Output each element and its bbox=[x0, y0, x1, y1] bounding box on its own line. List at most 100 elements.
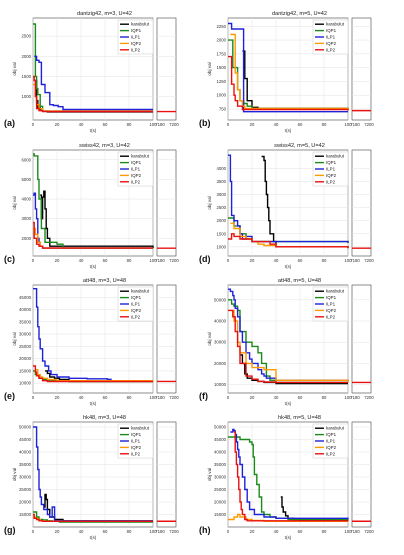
legend-label: ILP1 bbox=[131, 439, 141, 444]
y-tick-label: 50000 bbox=[19, 425, 32, 430]
legend-label: ILP1 bbox=[131, 302, 141, 307]
y-tick-label: 5000 bbox=[21, 177, 31, 182]
x-axis-label: t(s) bbox=[285, 264, 292, 269]
series-line-ilp1 bbox=[33, 426, 153, 522]
chart-panel-4: 0 20 40 60 80 100 1000 1500 2000 2500 3000 3500 4000… bbox=[199, 143, 374, 269]
legend-label: IQP2 bbox=[326, 173, 337, 178]
legend-label: ILP1 bbox=[131, 167, 141, 172]
y-tick-label: 15000 bbox=[19, 368, 32, 373]
x-tick-label: 7200 bbox=[364, 258, 374, 263]
x-tick-label: 7200 bbox=[169, 529, 179, 534]
x-tick-label: 100 bbox=[149, 258, 157, 263]
x-tick-label: 20 bbox=[55, 529, 60, 534]
legend-label: ILP2 bbox=[131, 451, 141, 456]
y-tick-label: 35000 bbox=[19, 319, 32, 324]
y-tick-label: 25000 bbox=[19, 487, 32, 492]
legend-label: IQP2 bbox=[131, 445, 142, 450]
chart-panel-5: 0 20 40 60 80 100 10000 15000 20000 25000 30000 350… bbox=[4, 278, 179, 406]
series-line-ilp1 bbox=[34, 55, 153, 111]
y-tick-label: 40000 bbox=[214, 319, 227, 324]
y-tick-label: 1500 bbox=[21, 74, 31, 79]
chart-panel-8: 0 20 40 60 80 100 15000 20000 25000 30000 35000 400… bbox=[199, 415, 374, 540]
series-line-iqp2 bbox=[230, 309, 349, 383]
x-tick-label: 7180 bbox=[350, 529, 360, 534]
chart-title: dantzig42, m=3, U=42 bbox=[77, 11, 132, 17]
series-line-ilp2 bbox=[33, 365, 153, 383]
x-tick-label: 60 bbox=[103, 122, 108, 127]
legend-label: karabulut bbox=[131, 289, 150, 294]
legend-label: IQP2 bbox=[326, 41, 337, 46]
y-tick-label: 1000 bbox=[216, 244, 226, 249]
series-line-iqp1 bbox=[228, 299, 348, 384]
legend-label: karabulut bbox=[131, 22, 150, 27]
y-tick-label: 4000 bbox=[216, 166, 226, 171]
x-tick-label: 7200 bbox=[364, 122, 374, 127]
legend-label: IQP2 bbox=[131, 41, 142, 46]
series-line-ilp2 bbox=[33, 513, 153, 522]
plot-frame-break bbox=[351, 17, 372, 121]
plot-frame-break bbox=[156, 421, 177, 528]
legend-label: IQP1 bbox=[131, 28, 142, 33]
x-tick-label: 0 bbox=[227, 529, 230, 534]
x-tick-label: 80 bbox=[322, 529, 327, 534]
x-tick-label: 60 bbox=[298, 395, 303, 400]
y-tick-label: 2500 bbox=[21, 34, 31, 39]
legend-label: IQP1 bbox=[131, 295, 142, 300]
legend-label: IQP2 bbox=[326, 308, 337, 313]
x-tick-label: 60 bbox=[103, 258, 108, 263]
x-tick-label: 20 bbox=[55, 122, 60, 127]
chart-title: hk48, m=3, U=48 bbox=[83, 415, 126, 421]
x-tick-label: 40 bbox=[79, 122, 84, 127]
chart-title: att48, m=5, U=48 bbox=[278, 278, 321, 284]
y-axis-label: obj val bbox=[207, 332, 212, 345]
y-tick-label: 6000 bbox=[21, 157, 31, 162]
x-axis-label: t(s) bbox=[90, 535, 97, 540]
legend-label: karabulut bbox=[326, 426, 345, 431]
panel-label: (d) bbox=[199, 254, 211, 264]
y-axis-label: obj val bbox=[207, 62, 212, 75]
series-line-iqp1 bbox=[33, 23, 153, 112]
series-line-ilp1 bbox=[230, 428, 349, 520]
x-tick-label: 80 bbox=[127, 395, 132, 400]
legend-label: IQP1 bbox=[326, 28, 337, 33]
series-line-karabulut bbox=[43, 493, 153, 522]
x-tick-label: 80 bbox=[127, 122, 132, 127]
x-tick-label: 60 bbox=[298, 529, 303, 534]
x-tick-label: 40 bbox=[274, 258, 279, 263]
y-axis-label: obj val bbox=[12, 196, 17, 209]
y-tick-label: 10000 bbox=[19, 381, 32, 386]
y-tick-label: 30000 bbox=[19, 332, 32, 337]
y-axis-label: obj val bbox=[12, 468, 17, 481]
x-tick-label: 0 bbox=[227, 258, 230, 263]
x-tick-label: 40 bbox=[274, 395, 279, 400]
y-tick-label: 1750 bbox=[216, 51, 226, 56]
chart-panel-3: 0 20 40 60 80 100 2000 3000 4000 5000 6000 7180 7200… bbox=[4, 143, 179, 269]
x-tick-label: 0 bbox=[227, 395, 230, 400]
x-tick-label: 80 bbox=[322, 122, 327, 127]
x-tick-label: 0 bbox=[32, 122, 35, 127]
legend-label: ILP1 bbox=[326, 35, 336, 40]
series-line-ilp2 bbox=[33, 221, 153, 249]
legend-label: IQP2 bbox=[131, 173, 142, 178]
x-tick-label: 60 bbox=[103, 529, 108, 534]
y-tick-label: 30000 bbox=[214, 475, 227, 480]
legend-label: ILP2 bbox=[131, 47, 141, 52]
y-axis-label: obj val bbox=[207, 468, 212, 481]
panel-label: (a) bbox=[4, 118, 15, 128]
x-tick-label: 7180 bbox=[155, 122, 165, 127]
y-axis-label: obj val bbox=[12, 62, 17, 75]
y-tick-label: 40000 bbox=[19, 307, 32, 312]
plot-frame-break bbox=[351, 421, 372, 528]
plot-frame-break bbox=[351, 284, 372, 394]
legend-label: ILP2 bbox=[131, 314, 141, 319]
x-tick-label: 60 bbox=[298, 122, 303, 127]
plot-frame-break bbox=[351, 149, 372, 257]
legend-label: IQP1 bbox=[326, 295, 337, 300]
y-tick-label: 40000 bbox=[214, 450, 227, 455]
y-tick-label: 30000 bbox=[19, 475, 32, 480]
legend-label: IQP1 bbox=[326, 432, 337, 437]
series-line-iqp1 bbox=[33, 153, 153, 249]
plot-frame-break bbox=[156, 17, 177, 121]
legend-label: karabulut bbox=[131, 154, 150, 159]
